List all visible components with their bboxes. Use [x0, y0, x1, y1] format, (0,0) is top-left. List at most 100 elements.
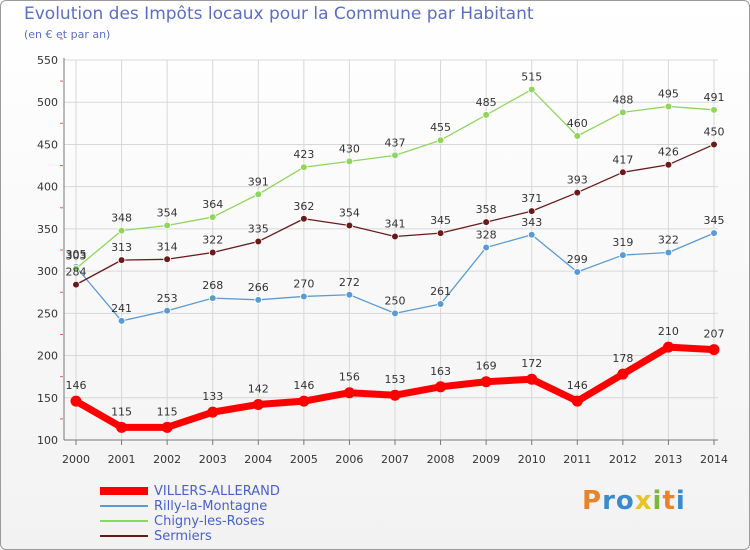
data-point — [710, 140, 718, 149]
data-point — [70, 395, 82, 407]
data-point — [254, 190, 263, 199]
data-label: 261 — [430, 285, 451, 298]
data-point — [345, 157, 354, 166]
data-point — [527, 85, 536, 94]
y-tick-label: 450 — [37, 138, 58, 151]
data-point — [208, 248, 217, 257]
data-point — [710, 106, 718, 114]
x-tick-label: 2003 — [199, 453, 227, 466]
data-point — [527, 207, 536, 215]
y-tick-label: 550 — [37, 54, 58, 67]
x-tick-label: 2014 — [700, 453, 728, 466]
data-label: 314 — [157, 240, 178, 253]
data-label: 371 — [521, 192, 542, 205]
logo-letter: i — [652, 486, 663, 516]
y-tick-label: 300 — [37, 265, 58, 278]
data-label: 322 — [658, 234, 679, 247]
legend-swatch — [100, 520, 148, 522]
data-label: 417 — [612, 153, 633, 166]
data-point — [436, 136, 445, 145]
data-point — [163, 255, 171, 264]
data-label: 393 — [567, 174, 588, 187]
data-point — [117, 317, 126, 325]
legend-swatch — [100, 535, 148, 537]
data-label: 156 — [339, 371, 360, 384]
data-point — [345, 221, 354, 230]
data-point — [389, 389, 401, 401]
data-label: 488 — [612, 93, 633, 106]
data-label: 146 — [66, 379, 87, 392]
data-label: 169 — [476, 360, 497, 373]
data-point — [72, 280, 80, 289]
data-label: 172 — [521, 357, 542, 370]
data-point — [482, 218, 490, 226]
data-label: 142 — [248, 383, 269, 396]
data-label: 322 — [202, 234, 223, 247]
data-label: 163 — [430, 365, 451, 378]
x-tick-label: 2011 — [563, 453, 591, 466]
data-point — [300, 214, 308, 223]
data-point — [708, 344, 720, 356]
data-label: 345 — [430, 214, 451, 227]
legend-swatch — [100, 505, 148, 507]
x-tick-label: 2005 — [290, 453, 318, 466]
data-point — [619, 168, 627, 177]
data-label: 450 — [704, 125, 725, 138]
data-label: 341 — [385, 217, 406, 230]
data-point — [254, 237, 263, 246]
y-tick-label: 400 — [37, 181, 58, 194]
data-label: 146 — [293, 379, 314, 392]
data-point — [482, 111, 490, 119]
data-point — [573, 188, 582, 197]
data-label: 343 — [521, 216, 542, 229]
data-label: 515 — [521, 71, 542, 84]
data-label: 455 — [430, 121, 451, 134]
data-point — [391, 309, 399, 318]
data-point — [391, 232, 399, 241]
data-label: 319 — [612, 236, 633, 249]
data-point — [163, 306, 171, 315]
data-label: 153 — [385, 373, 406, 386]
data-point — [72, 264, 80, 273]
legend-swatch — [100, 487, 148, 495]
logo-letter: P — [582, 486, 603, 516]
logo-letter: x — [634, 486, 653, 516]
x-tick-label: 2008 — [427, 453, 455, 466]
data-label: 250 — [385, 294, 406, 307]
data-point — [208, 294, 217, 302]
data-point — [161, 421, 173, 433]
data-label: 115 — [157, 405, 178, 418]
x-tick-label: 2007 — [381, 453, 409, 466]
data-label: 437 — [385, 136, 406, 149]
chart-title: Evolution des Impôts locaux pour la Comm… — [24, 4, 534, 24]
data-label: 426 — [658, 146, 679, 159]
x-tick-label: 2010 — [518, 453, 546, 466]
data-point — [116, 421, 128, 433]
data-label: 345 — [704, 214, 725, 227]
x-tick-label: 2012 — [609, 453, 637, 466]
data-label: 313 — [111, 241, 132, 254]
data-point — [710, 229, 718, 237]
data-point — [254, 296, 263, 304]
data-point — [664, 160, 673, 169]
data-point — [619, 108, 627, 117]
legend-label: Rilly-la-Montagne — [154, 499, 268, 514]
data-point — [526, 373, 538, 385]
data-point — [571, 395, 583, 407]
data-point — [343, 387, 355, 399]
data-point — [391, 151, 399, 160]
data-label: 178 — [612, 352, 633, 365]
data-label: 207 — [704, 328, 725, 341]
data-point — [662, 341, 674, 353]
y-tick-label: 250 — [37, 307, 58, 320]
data-point — [117, 226, 126, 235]
data-label: 485 — [476, 96, 497, 109]
y-tick-label: 200 — [37, 350, 58, 363]
x-tick-label: 2001 — [108, 453, 136, 466]
data-label: 210 — [658, 325, 679, 338]
data-point — [619, 251, 627, 259]
data-point — [300, 163, 308, 172]
data-label: 266 — [248, 281, 269, 294]
